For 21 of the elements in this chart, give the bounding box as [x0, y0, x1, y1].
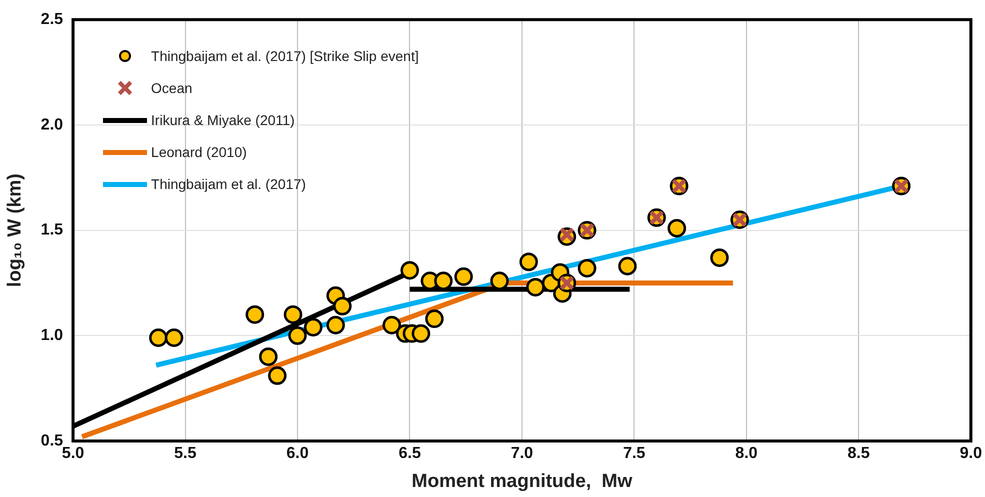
- x-tick-label: 8.0: [735, 445, 758, 462]
- x-tick-label: 6.0: [286, 445, 309, 462]
- x-tick-label: 8.5: [848, 445, 870, 462]
- x-tick-label: 7.0: [510, 445, 534, 462]
- legend-label: Irikura & Miyake (2011): [151, 112, 295, 128]
- y-tick-label: 2.5: [40, 11, 64, 28]
- legend-label: Thingbaijam et al. (2017): [151, 176, 306, 192]
- x-tick-label: 5.0: [62, 445, 84, 462]
- x-tick-label: 6.5: [398, 445, 421, 462]
- x-tick-label: 5.5: [174, 445, 196, 462]
- legend-label: Thingbaijam et al. (2017) [Strike Slip event]: [151, 48, 419, 64]
- legend-label: Ocean: [151, 80, 192, 96]
- y-tick-label: 0.5: [40, 432, 64, 450]
- x-axis-title: Moment magnitude, Mw: [412, 470, 632, 492]
- y-tick-label: 1.0: [40, 327, 64, 344]
- y-tick-label: 1.5: [40, 222, 64, 239]
- legend-label: Leonard (2010): [151, 144, 247, 160]
- y-tick-label: 2.0: [40, 116, 64, 134]
- y-axis-title: log₁₀ W (km): [4, 174, 26, 288]
- x-tick-label: 7.5: [623, 445, 646, 462]
- x-tick-label: 9.0: [960, 445, 982, 462]
